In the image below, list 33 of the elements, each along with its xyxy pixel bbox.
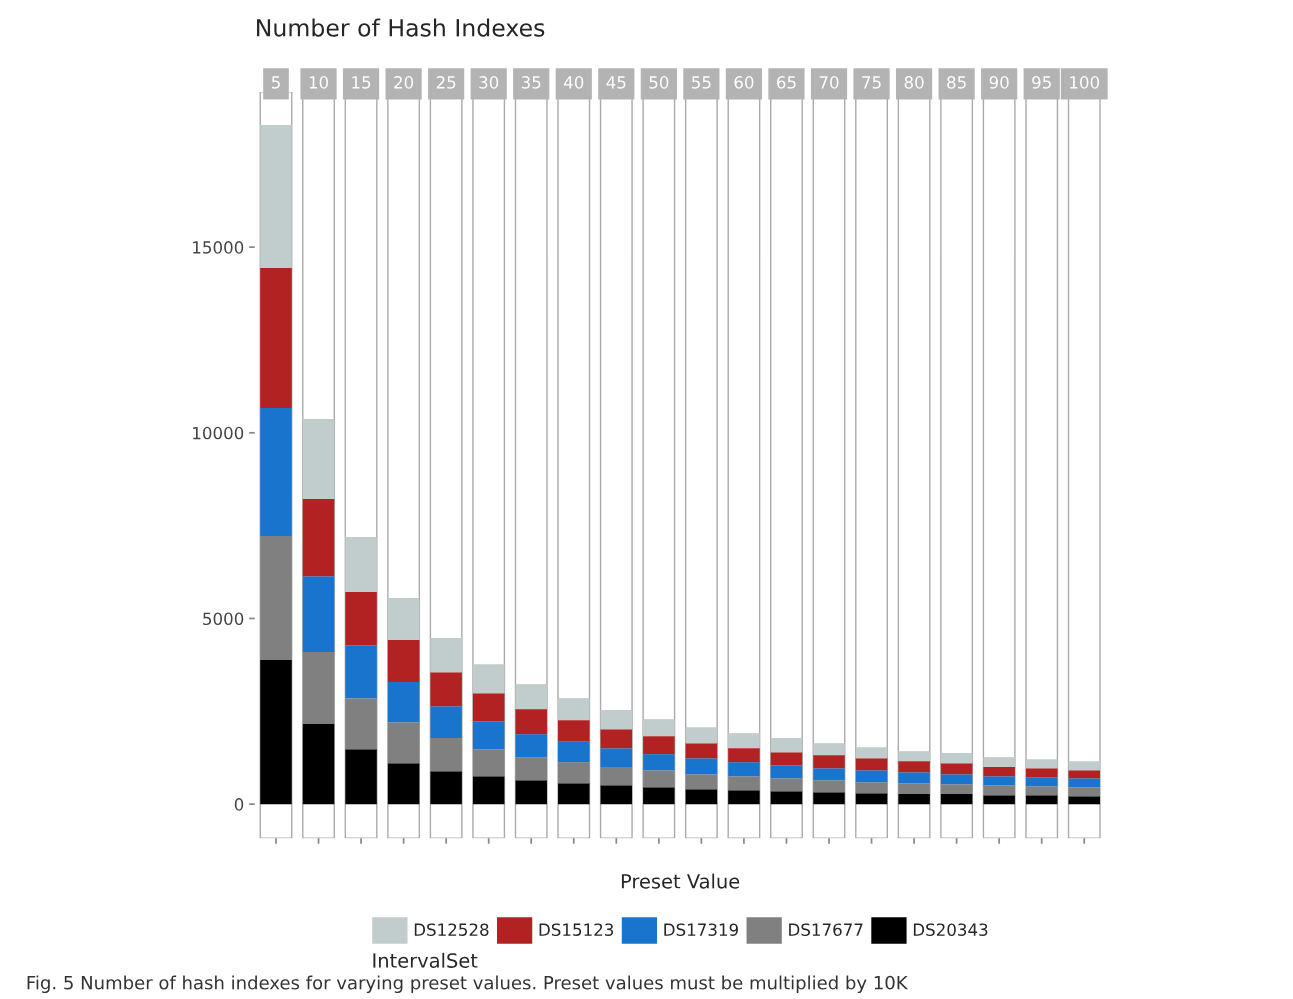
y-tick-label: 0 bbox=[234, 798, 244, 811]
x-tick-label: 85 bbox=[947, 76, 966, 89]
x-tick-label: 65 bbox=[777, 76, 796, 89]
x-tick-label: 45 bbox=[606, 76, 626, 89]
x-tick-label: 15 bbox=[352, 76, 371, 89]
x-tick-label: 10 bbox=[309, 76, 329, 89]
x-tick-label: 95 bbox=[1032, 76, 1051, 89]
legend-label: DS17677 bbox=[789, 923, 863, 936]
legend-label: DS17319 bbox=[664, 923, 738, 936]
x-tick-label: 40 bbox=[563, 76, 584, 89]
legend-label: DS15123 bbox=[539, 923, 614, 936]
x-tick-label: 100 bbox=[1070, 76, 1100, 89]
x-tick-label: 35 bbox=[521, 76, 541, 89]
x-tick-label: 5 bbox=[271, 76, 280, 89]
x-tick-label: 60 bbox=[734, 76, 754, 89]
legend-label: DS20343 bbox=[913, 923, 988, 936]
x-tick-label: 80 bbox=[904, 76, 924, 89]
x-axis-title: Preset Value bbox=[621, 873, 740, 889]
x-tick-label: 75 bbox=[862, 76, 881, 89]
x-tick-label: 25 bbox=[436, 76, 456, 89]
legend-label: DS12528 bbox=[414, 923, 489, 936]
x-tick-label: 20 bbox=[394, 76, 414, 89]
x-tick-label: 90 bbox=[989, 76, 1009, 89]
x-tick-label: 70 bbox=[819, 76, 839, 89]
chart-title: Number of Hash Indexes bbox=[257, 18, 545, 37]
y-tick-label: 5000 bbox=[203, 612, 244, 626]
x-tick-label: 50 bbox=[649, 76, 669, 89]
x-tick-label: 55 bbox=[692, 76, 711, 89]
caption: Fig. 5 Number of hash indexes for varying preset values. Preset values must be multiplied by 10K bbox=[27, 975, 909, 994]
x-tick-label: 30 bbox=[479, 76, 499, 89]
y-tick-label: 10000 bbox=[193, 426, 244, 440]
legend-title: IntervalSet bbox=[373, 952, 478, 968]
y-tick-label: 15000 bbox=[193, 241, 244, 254]
